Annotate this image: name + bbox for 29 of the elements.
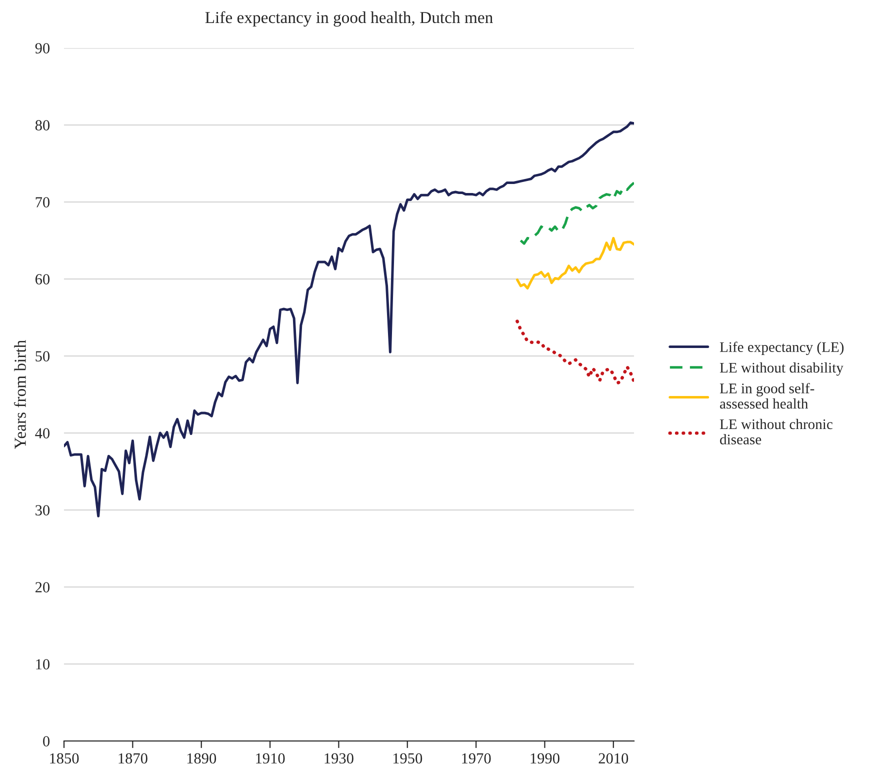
x-tick-label: 1930 bbox=[324, 753, 354, 764]
legend-label: Life expectancy (LE) bbox=[720, 342, 844, 356]
chart-title: Life expectancy in good health, Dutch men bbox=[205, 11, 493, 27]
x-tick-label: 1890 bbox=[187, 753, 216, 764]
y-tick-label: 40 bbox=[35, 428, 50, 438]
y-tick-label: 90 bbox=[35, 43, 50, 54]
x-tick-label: 1950 bbox=[393, 753, 422, 764]
line-series bbox=[516, 236, 634, 290]
legend-label: LE without chronic disease bbox=[720, 418, 832, 444]
x-tick-label: 1910 bbox=[256, 753, 285, 764]
x-tick-label: 1990 bbox=[530, 753, 560, 764]
y-tick-label: 20 bbox=[36, 582, 50, 592]
legend-label: LE in good self- assessed health bbox=[720, 382, 814, 409]
y-tick-label: 70 bbox=[36, 197, 50, 208]
line-series bbox=[516, 320, 634, 385]
y-tick-label: 0 bbox=[43, 736, 50, 746]
legend-label: LE without disability bbox=[720, 362, 844, 376]
y-tick-label: 80 bbox=[35, 120, 50, 130]
y-tick-label: 10 bbox=[36, 659, 50, 670]
x-tick-label: 1870 bbox=[118, 753, 148, 764]
x-tick-label: 2010 bbox=[598, 753, 628, 764]
line-series bbox=[519, 182, 634, 245]
y-axis-title: Years from birth bbox=[14, 340, 26, 450]
y-tick-label: 60 bbox=[35, 274, 50, 284]
y-tick-label: 30 bbox=[36, 505, 50, 516]
line-series bbox=[64, 121, 634, 518]
x-tick-label: 1970 bbox=[462, 753, 491, 764]
y-tick-label: 50 bbox=[36, 351, 50, 362]
x-tick-label: 1850 bbox=[50, 753, 79, 764]
